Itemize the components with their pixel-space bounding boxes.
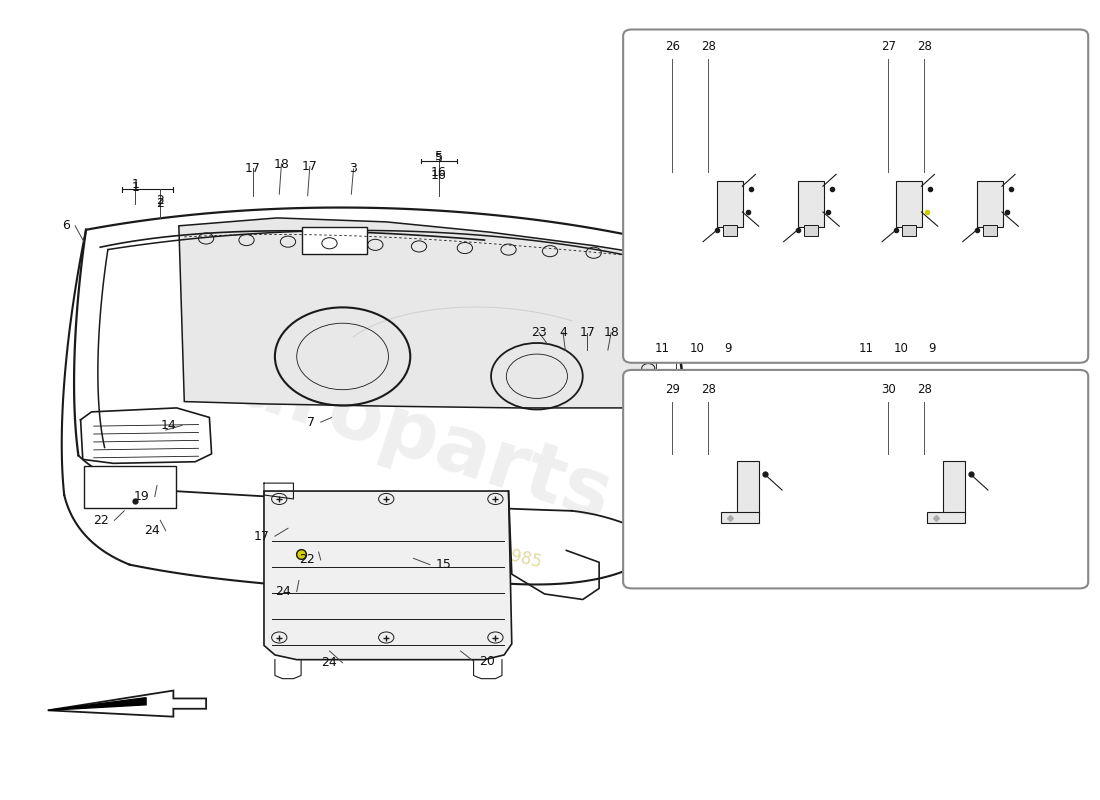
Polygon shape (47, 698, 146, 710)
FancyBboxPatch shape (902, 225, 916, 236)
Text: 15: 15 (436, 558, 451, 571)
FancyBboxPatch shape (896, 182, 923, 226)
FancyBboxPatch shape (737, 461, 759, 514)
FancyBboxPatch shape (656, 296, 675, 312)
FancyBboxPatch shape (84, 466, 176, 509)
Text: 5: 5 (434, 150, 442, 162)
Text: 18: 18 (274, 158, 289, 170)
FancyBboxPatch shape (943, 461, 965, 514)
FancyBboxPatch shape (982, 225, 997, 236)
Text: 24: 24 (321, 656, 337, 670)
Text: 11: 11 (859, 342, 874, 355)
Text: 17: 17 (245, 162, 261, 174)
FancyBboxPatch shape (656, 386, 675, 402)
Text: 17: 17 (580, 326, 595, 339)
Polygon shape (47, 690, 206, 717)
FancyBboxPatch shape (927, 512, 965, 523)
Text: europarts: europarts (174, 326, 622, 538)
FancyBboxPatch shape (720, 512, 759, 523)
Text: 18: 18 (603, 326, 619, 339)
Text: 10: 10 (894, 342, 909, 355)
FancyBboxPatch shape (623, 370, 1088, 589)
Text: 20: 20 (478, 654, 495, 668)
Text: 7: 7 (307, 416, 316, 429)
Text: 11: 11 (654, 342, 670, 355)
Text: 16: 16 (431, 166, 447, 179)
Text: 28: 28 (701, 40, 716, 54)
Text: 28: 28 (701, 383, 716, 396)
FancyBboxPatch shape (798, 182, 824, 226)
Polygon shape (179, 218, 668, 408)
Text: 22: 22 (299, 554, 316, 566)
Text: 3: 3 (350, 162, 358, 175)
Text: 26: 26 (664, 40, 680, 54)
Text: 24: 24 (275, 585, 292, 598)
Text: 30: 30 (881, 383, 895, 396)
Text: 23: 23 (531, 326, 547, 339)
FancyBboxPatch shape (723, 225, 737, 236)
Text: 2: 2 (156, 197, 164, 210)
Text: 2: 2 (156, 194, 164, 207)
Text: 10: 10 (690, 342, 705, 355)
Text: 28: 28 (917, 40, 932, 54)
Text: 9: 9 (724, 342, 732, 355)
Text: 16: 16 (431, 170, 447, 182)
Polygon shape (264, 491, 512, 660)
FancyBboxPatch shape (623, 30, 1088, 362)
Text: 27: 27 (881, 40, 895, 54)
Text: 9: 9 (928, 342, 936, 355)
Text: 5: 5 (434, 152, 442, 165)
FancyBboxPatch shape (302, 226, 366, 254)
Text: 22: 22 (94, 514, 109, 527)
Text: 28: 28 (917, 383, 932, 396)
FancyBboxPatch shape (656, 266, 675, 282)
Text: 19: 19 (133, 490, 150, 503)
FancyBboxPatch shape (977, 182, 1003, 226)
FancyBboxPatch shape (804, 225, 818, 236)
FancyBboxPatch shape (656, 326, 675, 342)
FancyBboxPatch shape (656, 357, 675, 372)
Text: 1: 1 (131, 182, 139, 194)
Text: 14: 14 (161, 419, 177, 432)
Text: 29: 29 (664, 383, 680, 396)
Text: 24: 24 (144, 524, 161, 537)
Text: 6: 6 (62, 219, 69, 232)
Text: 17: 17 (301, 160, 318, 173)
Text: 17: 17 (254, 530, 270, 542)
FancyBboxPatch shape (717, 182, 744, 226)
Text: a passion for parts since 1985: a passion for parts since 1985 (295, 498, 543, 571)
Text: 1: 1 (131, 178, 139, 191)
Text: 4: 4 (559, 326, 566, 339)
